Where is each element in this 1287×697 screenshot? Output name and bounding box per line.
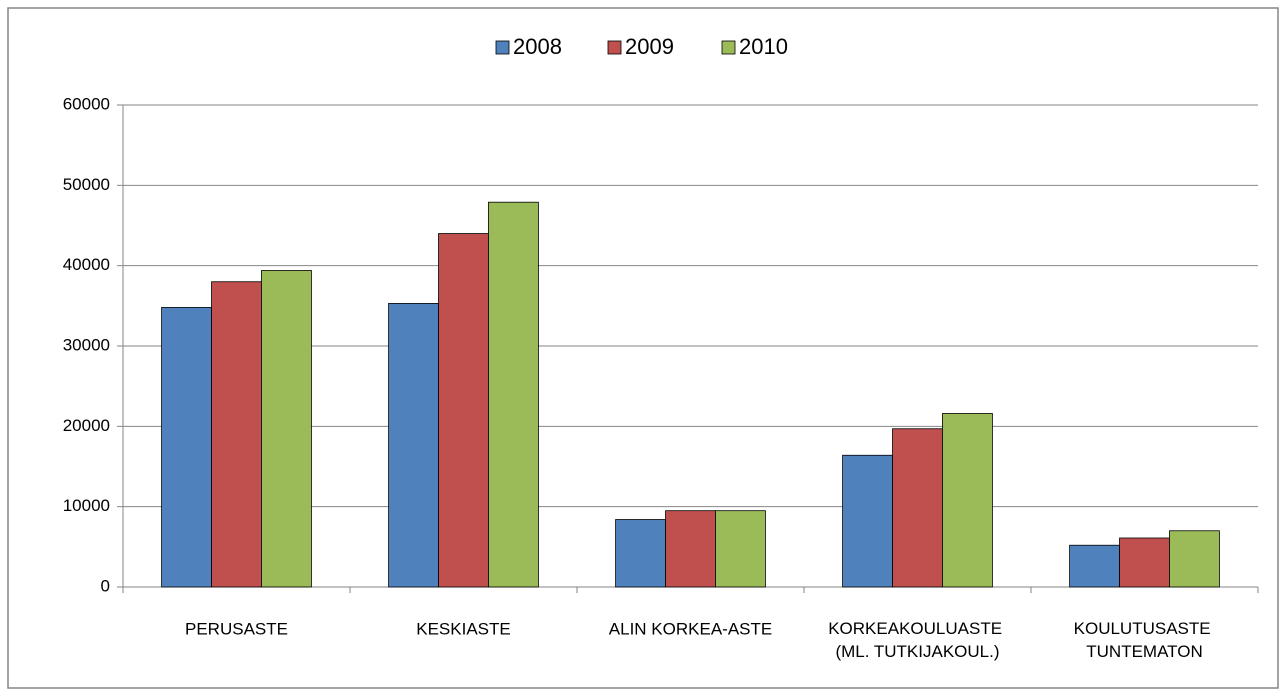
x-tick-label: ALIN KORKEA-ASTE [609, 619, 772, 638]
x-tick-label: PERUSASTE [185, 619, 288, 638]
bar [715, 510, 766, 588]
legend-label: 2008 [513, 34, 562, 59]
x-tick-label: KESKIASTE [416, 619, 510, 638]
y-tick-label: 0 [101, 576, 110, 595]
bar [1119, 537, 1170, 588]
bar [211, 281, 262, 588]
bar [615, 519, 666, 588]
bar [942, 413, 993, 588]
legend-swatch [607, 40, 622, 55]
y-tick-label: 60000 [63, 94, 110, 113]
bar [842, 454, 893, 588]
legend-swatch [495, 40, 510, 55]
bar [892, 428, 943, 588]
legend-label: 2010 [739, 34, 788, 59]
bar [1069, 544, 1120, 588]
y-tick-label: 10000 [63, 496, 110, 515]
legend-label: 2009 [625, 34, 674, 59]
bar [438, 233, 489, 588]
bar [261, 270, 312, 588]
bar [665, 510, 716, 588]
y-tick-label: 30000 [63, 335, 110, 354]
y-tick-label: 50000 [63, 175, 110, 194]
bar [388, 303, 439, 588]
y-tick-label: 20000 [63, 416, 110, 435]
bar [488, 201, 539, 588]
x-tick-label: KORKEAKOULUASTE (ML. TUTKIJAKOUL.) [828, 619, 1007, 661]
bar [1169, 530, 1220, 588]
y-tick-label: 40000 [63, 255, 110, 274]
legend-swatch [721, 40, 736, 55]
x-tick-label: KOULUTUSASTE TUNTEMATON [1074, 619, 1216, 661]
bar [161, 307, 212, 588]
